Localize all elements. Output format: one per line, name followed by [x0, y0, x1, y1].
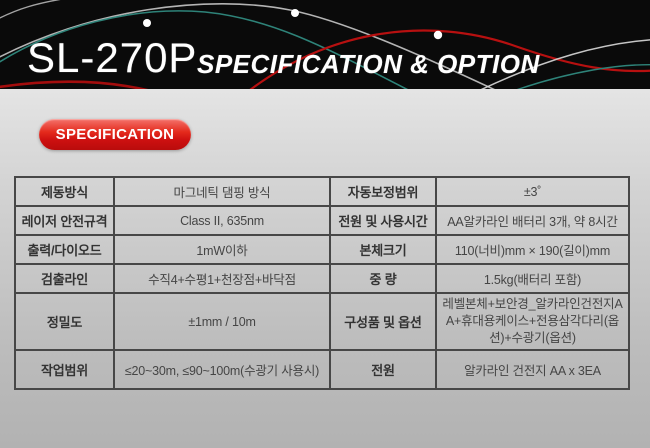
spec-value: 수직4+수평1+천장점+바닥점 — [113, 263, 331, 294]
table-row: 검출라인 수직4+수평1+천장점+바닥점 중 량 1.5kg(배터리 포함) — [14, 263, 630, 294]
curve-teal-right — [516, 64, 650, 89]
spec-label: 본체크기 — [329, 234, 437, 265]
table-row: 레이저 안전규격 Class II, 635nm 전원 및 사용시간 AA알카라… — [14, 205, 630, 236]
product-model: SL-270P — [27, 34, 198, 81]
node-dot-icon — [433, 30, 443, 40]
table-row: 제동방식 마그네틱 댐핑 방식 자동보정범위 ±3˚ — [14, 176, 630, 207]
curve-red-main — [249, 29, 650, 89]
spec-value: 1.5kg(배터리 포함) — [435, 263, 630, 294]
spec-value: 1mW이하 — [113, 234, 331, 265]
curve-red-corner — [0, 80, 149, 89]
specification-button[interactable]: SPECIFICATION — [39, 119, 191, 150]
spec-label: 제동방식 — [14, 176, 115, 207]
spec-label: 전원 — [329, 349, 437, 390]
spec-label: 출력/다이오드 — [14, 234, 115, 265]
spec-value: 알카라인 건전지 AA x 3EA — [435, 349, 630, 390]
decorative-curves — [0, 0, 650, 89]
spec-value: 레벨본체+보안경_알카라인건전지AA+휴대용케이스+전용삼각다리(옵션)+수광기… — [435, 292, 630, 351]
table-row: 작업범위 ≤20~30m, ≤90~100m(수광기 사용시) 전원 알카라인 … — [14, 349, 630, 390]
header-banner: SL-270P SPECIFICATION & OPTION — [0, 0, 650, 89]
spec-label: 전원 및 사용시간 — [329, 205, 437, 236]
spec-label: 자동보정범위 — [329, 176, 437, 207]
spec-table: 제동방식 마그네틱 댐핑 방식 자동보정범위 ±3˚ 레이저 안전규격 Clas… — [14, 176, 630, 390]
spec-label: 구성품 및 옵션 — [329, 292, 437, 351]
spec-label: 중 량 — [329, 263, 437, 294]
node-dot-icon — [291, 9, 299, 17]
curve-white-right — [480, 39, 650, 89]
spec-label: 작업범위 — [14, 349, 115, 390]
spec-value: ≤20~30m, ≤90~100m(수광기 사용시) — [113, 349, 331, 390]
spec-label: 검출라인 — [14, 263, 115, 294]
curve-gray-corner — [0, 0, 61, 19]
header-title: SPECIFICATION & OPTION — [197, 49, 540, 79]
table-row: 정밀도 ±1mm / 10m 구성품 및 옵션 레벨본체+보안경_알카라인건전지… — [14, 292, 630, 351]
node-dot-icon — [143, 19, 151, 27]
spec-value: Class II, 635nm — [113, 205, 331, 236]
spec-label: 정밀도 — [14, 292, 115, 351]
spec-label: 레이저 안전규격 — [14, 205, 115, 236]
curve-gray-main — [0, 3, 495, 89]
spec-value: ±1mm / 10m — [113, 292, 331, 351]
spec-value: 마그네틱 댐핑 방식 — [113, 176, 331, 207]
table-row: 출력/다이오드 1mW이하 본체크기 110(너비)mm × 190(길이)mm — [14, 234, 630, 265]
spec-value: ±3˚ — [435, 176, 630, 207]
curve-teal-main — [0, 10, 409, 89]
spec-value: AA알카라인 배터리 3개, 약 8시간 — [435, 205, 630, 236]
spec-value: 110(너비)mm × 190(길이)mm — [435, 234, 630, 265]
